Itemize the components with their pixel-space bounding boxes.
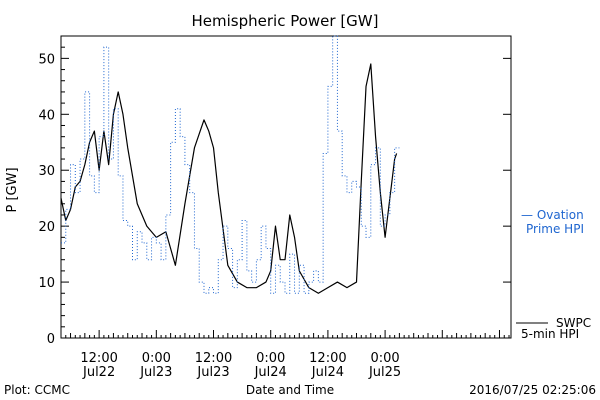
legend-swpc: SWPC 5-min HPI	[516, 316, 591, 341]
legend-ovation-line2: Prime HPI	[526, 222, 584, 236]
x-tick-date-label: Jul23	[196, 365, 229, 380]
legend-ovation: — Ovation Prime HPI	[521, 208, 584, 236]
x-tick-date-label: Jul23	[139, 365, 172, 380]
chart-title: Hemispheric Power [GW]	[192, 12, 379, 30]
y-tick-label: 50	[38, 52, 55, 67]
y-tick-label: 30	[38, 164, 55, 179]
x-tick-time-label: 12:00	[309, 351, 346, 366]
x-tick-time-label: 0:00	[142, 351, 171, 366]
x-tick-time-label: 12:00	[80, 351, 117, 366]
x-axis-label: Date and Time	[246, 383, 334, 397]
x-tick-date-label: Jul22	[82, 365, 115, 380]
x-tick-time-label: 12:00	[195, 351, 232, 366]
y-tick-label: 0	[47, 332, 55, 347]
y-axis-ticks: 0 10 20 30 40 50	[38, 46, 511, 347]
legend-swpc-line1: SWPC	[556, 316, 591, 330]
y-tick-label: 40	[38, 108, 55, 123]
x-axis-ticks: 12:00Jul220:00Jul2312:00Jul230:00Jul2412…	[60, 330, 510, 380]
footer-plot-source: Plot: CCMC	[4, 383, 70, 397]
x-tick-time-label: 0:00	[256, 351, 285, 366]
legend-swpc-line2: 5-min HPI	[521, 327, 579, 341]
y-tick-label: 20	[38, 220, 55, 235]
series-layer	[60, 35, 400, 294]
y-tick-label: 10	[38, 276, 55, 291]
x-tick-date-label: Jul25	[368, 365, 401, 380]
series-ovation-prime-line	[61, 35, 400, 294]
legend-ovation-line1: — Ovation	[521, 208, 584, 222]
x-tick-time-label: 0:00	[370, 351, 399, 366]
footer-timestamp: 2016/07/25 02:25:06	[469, 383, 596, 397]
x-tick-date-label: Jul24	[254, 365, 287, 380]
y-axis-label: P [GW]	[5, 167, 20, 212]
series-swpc-line	[60, 63, 398, 294]
x-tick-date-label: Jul24	[311, 365, 344, 380]
plot-frame	[60, 35, 512, 339]
